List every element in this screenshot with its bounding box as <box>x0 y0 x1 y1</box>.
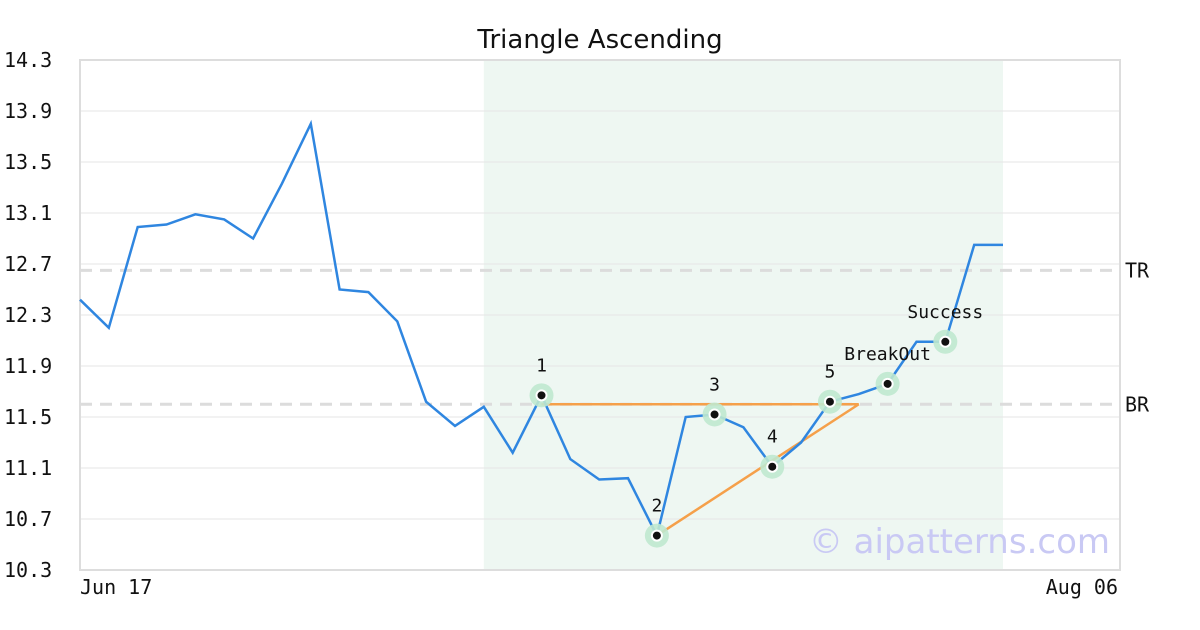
y-tick-label: 11.9 <box>4 354 52 378</box>
reference-line-label: BR <box>1125 392 1150 416</box>
plot-frame <box>79 59 1121 571</box>
y-tick-label: 13.9 <box>4 99 52 123</box>
y-tick-label: 10.7 <box>4 507 52 531</box>
y-tick-label: 10.3 <box>4 558 52 582</box>
y-tick-label: 13.1 <box>4 201 52 225</box>
x-tick-label: Jun 17 <box>80 575 152 599</box>
pattern-point-label: BreakOut <box>844 344 931 365</box>
y-tick-label: 12.7 <box>4 252 52 276</box>
pattern-point-marker <box>766 460 779 473</box>
pattern-point-marker <box>708 408 721 421</box>
trendline <box>656 403 860 537</box>
x-tick-label: Aug 06 <box>1046 575 1118 599</box>
y-tick-label: 13.5 <box>4 150 52 174</box>
y-tick-label: 11.1 <box>4 456 52 480</box>
y-tick-label: 14.3 <box>4 48 52 72</box>
pattern-point-label: 1 <box>536 355 547 376</box>
pattern-point-marker <box>823 395 836 408</box>
chart-title: Triangle Ascending <box>476 25 722 55</box>
pattern-point-label: 4 <box>767 427 778 448</box>
pattern-point-label: 3 <box>709 374 720 395</box>
watermark-text: © aipatterns.com <box>809 522 1110 562</box>
reference-line-label: TR <box>1125 258 1150 282</box>
pattern-point-marker <box>881 377 894 390</box>
y-tick-label: 11.5 <box>4 405 52 429</box>
y-tick-label: 12.3 <box>4 303 52 327</box>
pattern-point-label: 5 <box>825 362 836 383</box>
pattern-point-label: Success <box>907 302 983 323</box>
pattern-point-label: 2 <box>651 496 662 517</box>
pattern-point-marker <box>535 389 548 402</box>
pattern-point-marker <box>939 335 952 348</box>
pattern-point-marker <box>650 529 663 542</box>
